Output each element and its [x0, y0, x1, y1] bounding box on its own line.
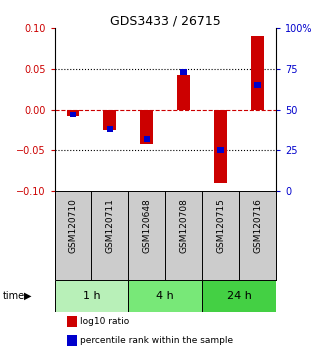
- Bar: [67, 316, 77, 327]
- Title: GDS3433 / 26715: GDS3433 / 26715: [110, 14, 221, 27]
- Text: GSM120715: GSM120715: [216, 198, 225, 253]
- Bar: [67, 335, 77, 346]
- Bar: [251, 36, 264, 110]
- Bar: [143, 136, 150, 142]
- Bar: [214, 110, 227, 183]
- Text: GSM120708: GSM120708: [179, 198, 188, 253]
- Bar: [217, 147, 224, 153]
- Text: GSM120716: GSM120716: [253, 198, 262, 253]
- Bar: [202, 280, 276, 312]
- Bar: [177, 75, 190, 110]
- Bar: [55, 280, 128, 312]
- Text: ▶: ▶: [24, 291, 31, 301]
- Text: percentile rank within the sample: percentile rank within the sample: [80, 336, 233, 346]
- Text: 24 h: 24 h: [227, 291, 252, 301]
- Bar: [140, 110, 153, 144]
- Bar: [66, 110, 80, 116]
- Bar: [107, 126, 113, 132]
- Bar: [103, 110, 117, 130]
- Bar: [180, 69, 187, 75]
- Text: 4 h: 4 h: [156, 291, 174, 301]
- Text: 1 h: 1 h: [83, 291, 100, 301]
- Text: time: time: [3, 291, 25, 301]
- Text: GSM120711: GSM120711: [105, 198, 115, 253]
- Text: log10 ratio: log10 ratio: [80, 317, 129, 326]
- Bar: [254, 82, 261, 88]
- Bar: [128, 280, 202, 312]
- Bar: [70, 112, 76, 117]
- Text: GSM120648: GSM120648: [142, 198, 152, 253]
- Text: GSM120710: GSM120710: [68, 198, 78, 253]
